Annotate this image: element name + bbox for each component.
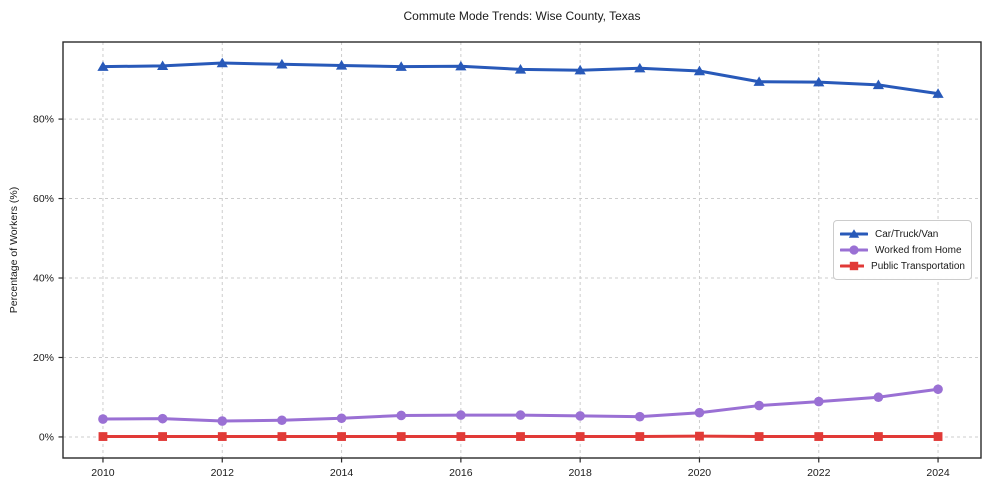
x-tick-label: 2018 [568,467,592,479]
y-tick-label: 20% [33,352,54,364]
y-tick-label: 60% [33,193,54,205]
series-markers-car-truck-van [97,57,944,98]
triangle-marker-icon [840,229,868,238]
y-tick-label: 80% [33,114,54,126]
square-marker-icon [840,261,865,271]
plot-border [62,41,982,459]
legend-label: Car/Truck/Van [875,228,939,240]
y-tick-label: 40% [33,273,54,285]
series-markers-public-transportation [98,431,943,441]
legend-item-public-transportation: Public Transportation [840,258,965,274]
chart-title: Commute Mode Trends: Wise County, Texas [403,9,641,23]
x-tick-label: 2012 [211,467,235,479]
legend-item-car-truck-van: Car/Truck/Van [840,226,965,242]
tick-labels: 2010 2012 2014 2016 2018 2020 2022 2024 0% 20% 40%… [33,114,950,479]
legend: Car/Truck/Van Worked from Home Public Tr… [833,220,972,280]
legend-item-worked-from-home: Worked from Home [840,242,965,258]
legend-label: Public Transportation [871,260,965,272]
x-tick-label: 2016 [449,467,473,479]
tick-marks [58,118,939,463]
plot-area: 2010 2012 2014 2016 2018 2020 2022 2024 0% 20% 40%… [33,41,982,479]
x-tick-label: 2010 [91,467,115,479]
x-tick-label: 2024 [926,467,950,479]
y-tick-label: 0% [39,431,54,443]
x-tick-label: 2014 [330,467,354,479]
x-tick-label: 2020 [688,467,712,479]
legend-label: Worked from Home [875,244,962,256]
circle-marker-icon [840,245,868,255]
x-tick-label: 2022 [807,467,831,479]
series-markers-worked-from-home [98,384,943,426]
